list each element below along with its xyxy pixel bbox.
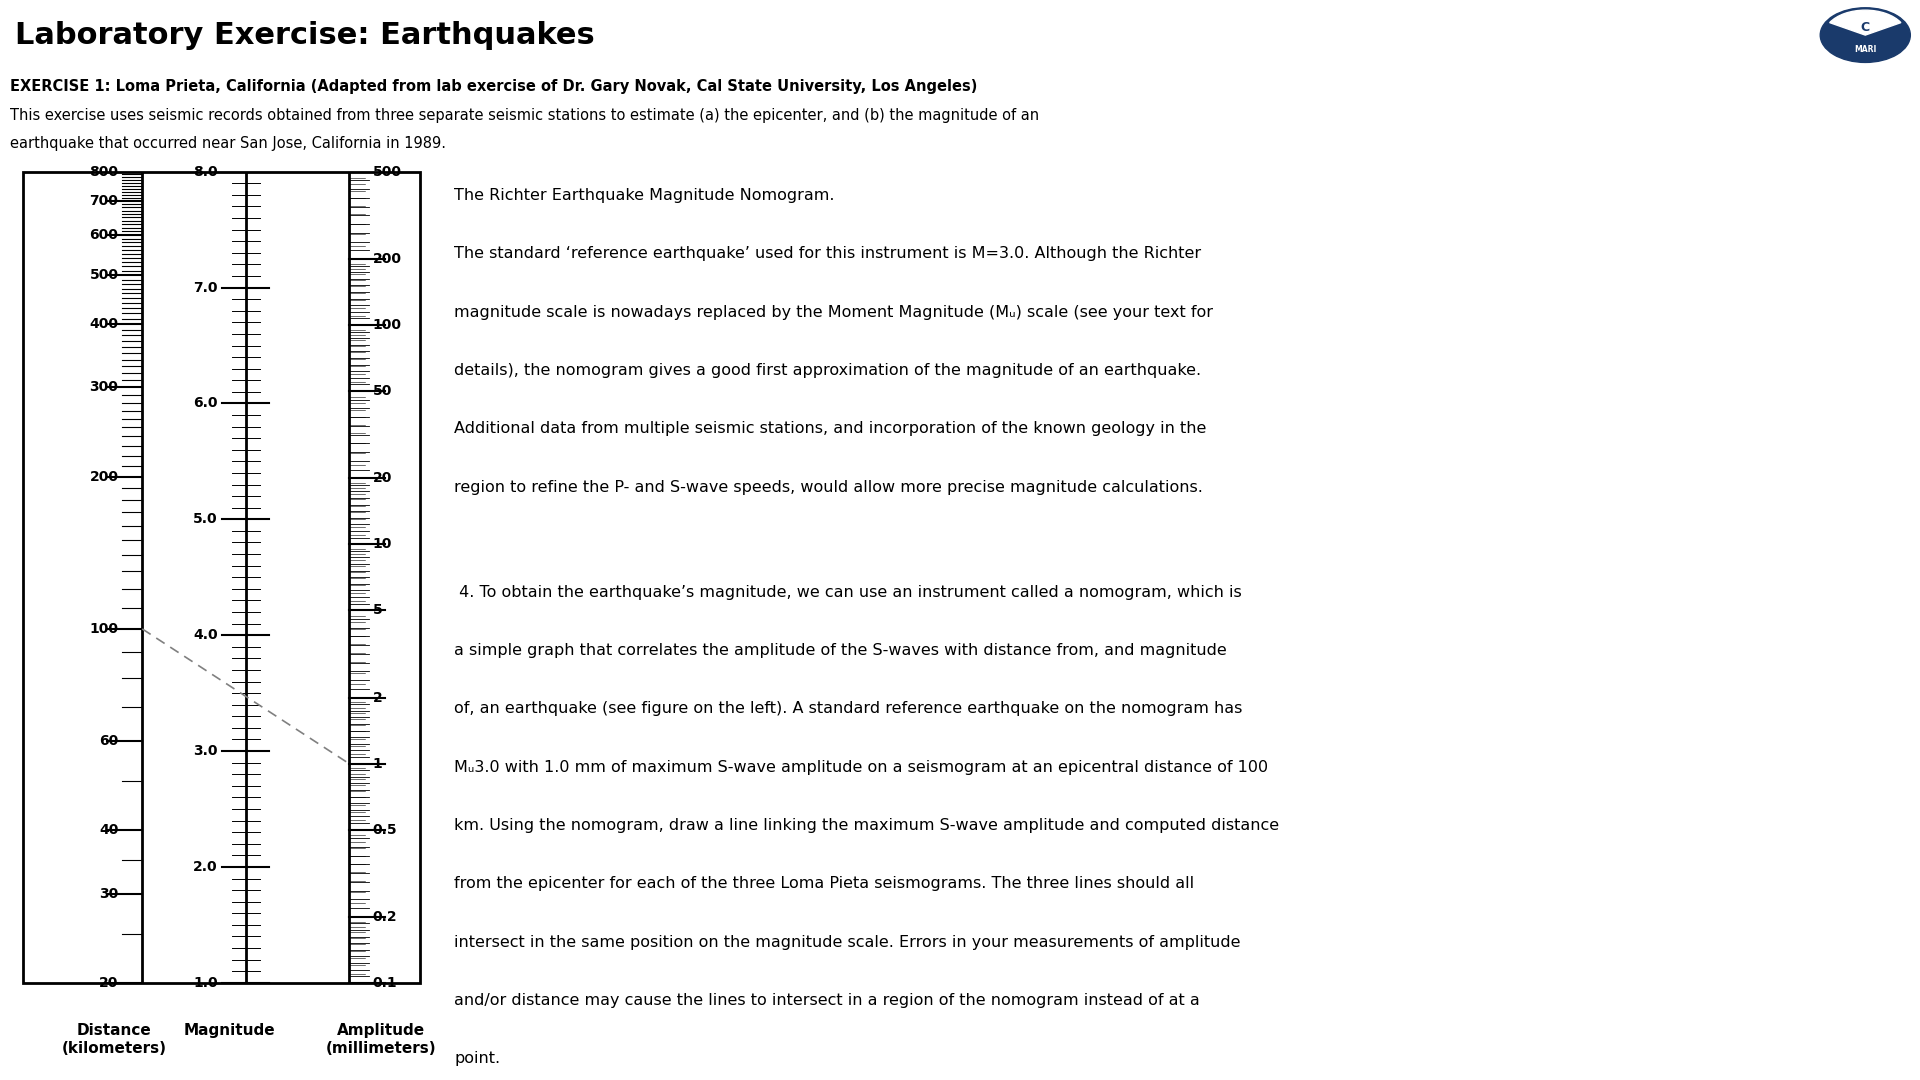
Text: 2: 2 — [372, 690, 382, 704]
Text: MARI: MARI — [1855, 45, 1876, 54]
Text: 8.0: 8.0 — [194, 165, 217, 178]
Text: 700: 700 — [90, 194, 119, 208]
Text: 40: 40 — [100, 823, 119, 837]
Text: from the epicenter for each of the three Loma Pieta seismograms. The three lines: from the epicenter for each of the three… — [455, 876, 1194, 891]
Text: EXERCISE 1: Loma Prieta, California (Adapted from lab exercise of Dr. Gary Novak: EXERCISE 1: Loma Prieta, California (Ada… — [10, 80, 977, 94]
Text: of, an earthquake (see figure on the left). A standard reference earthquake on t: of, an earthquake (see figure on the lef… — [455, 701, 1242, 716]
Text: 60: 60 — [100, 734, 119, 748]
Text: 500: 500 — [372, 165, 401, 178]
Text: details), the nomogram gives a good first approximation of the magnitude of an e: details), the nomogram gives a good firs… — [455, 363, 1202, 378]
Text: 800: 800 — [90, 165, 119, 178]
Text: Distance
(kilometers): Distance (kilometers) — [61, 1024, 167, 1056]
Text: 5.0: 5.0 — [194, 512, 217, 526]
Text: and/or distance may cause the lines to intersect in a region of the nomogram ins: and/or distance may cause the lines to i… — [455, 993, 1200, 1008]
Text: 5: 5 — [372, 604, 382, 618]
Text: The Richter Earthquake Magnitude Nomogram.: The Richter Earthquake Magnitude Nomogra… — [455, 188, 835, 203]
Text: 30: 30 — [100, 887, 119, 901]
Text: 1.0: 1.0 — [194, 976, 217, 989]
Text: C: C — [1860, 22, 1870, 35]
Text: Magnitude: Magnitude — [184, 1024, 276, 1038]
Text: 6.0: 6.0 — [194, 396, 217, 410]
Text: Laboratory Exercise: Earthquakes: Laboratory Exercise: Earthquakes — [15, 21, 595, 50]
Text: 4.0: 4.0 — [194, 629, 217, 643]
Text: earthquake that occurred near San Jose, California in 1989.: earthquake that occurred near San Jose, … — [10, 136, 445, 151]
Text: 0.1: 0.1 — [372, 976, 397, 989]
Text: Additional data from multiple seismic stations, and incorporation of the known g: Additional data from multiple seismic st… — [455, 421, 1206, 436]
Wedge shape — [1830, 10, 1901, 35]
Text: 2.0: 2.0 — [194, 860, 217, 874]
Text: 500: 500 — [90, 268, 119, 282]
Text: km. Using the nomogram, draw a line linking the maximum S-wave amplitude and com: km. Using the nomogram, draw a line link… — [455, 818, 1279, 833]
Text: 20: 20 — [100, 976, 119, 989]
FancyBboxPatch shape — [23, 172, 420, 983]
Text: 7.0: 7.0 — [194, 281, 217, 295]
Text: magnitude scale is nowadays replaced by the Moment Magnitude (Mᵤ) scale (see you: magnitude scale is nowadays replaced by … — [455, 305, 1213, 320]
Text: 50: 50 — [372, 384, 392, 399]
Text: 1: 1 — [372, 756, 382, 770]
Text: 100: 100 — [90, 622, 119, 636]
Text: 400: 400 — [90, 318, 119, 332]
Circle shape — [1820, 8, 1910, 63]
Text: a simple graph that correlates the amplitude of the S-waves with distance from, : a simple graph that correlates the ampli… — [455, 643, 1227, 658]
Text: 200: 200 — [372, 252, 401, 266]
Text: The standard ‘reference earthquake’ used for this instrument is M=3.0. Although : The standard ‘reference earthquake’ used… — [455, 246, 1202, 261]
Text: This exercise uses seismic records obtained from three separate seismic stations: This exercise uses seismic records obtai… — [10, 108, 1039, 123]
Text: 20: 20 — [372, 471, 392, 485]
Text: point.: point. — [455, 1051, 501, 1066]
Text: Amplitude
(millimeters): Amplitude (millimeters) — [324, 1024, 436, 1056]
Text: Mᵤ3.0 with 1.0 mm of maximum S-wave amplitude on a seismogram at an epicentral d: Mᵤ3.0 with 1.0 mm of maximum S-wave ampl… — [455, 759, 1269, 774]
Text: 0.5: 0.5 — [372, 823, 397, 837]
Text: 600: 600 — [90, 228, 119, 242]
Text: intersect in the same position on the magnitude scale. Errors in your measuremen: intersect in the same position on the ma… — [455, 934, 1240, 949]
Text: region to refine the P- and S-wave speeds, would allow more precise magnitude ca: region to refine the P- and S-wave speed… — [455, 480, 1204, 495]
Text: 3.0: 3.0 — [194, 744, 217, 758]
Text: 100: 100 — [372, 318, 401, 332]
Text: 4. To obtain the earthquake’s magnitude, we can use an instrument called a nomog: 4. To obtain the earthquake’s magnitude,… — [455, 584, 1242, 599]
Text: 0.2: 0.2 — [372, 909, 397, 923]
Text: 200: 200 — [90, 470, 119, 484]
Text: 10: 10 — [372, 537, 392, 551]
Text: 300: 300 — [90, 380, 119, 394]
